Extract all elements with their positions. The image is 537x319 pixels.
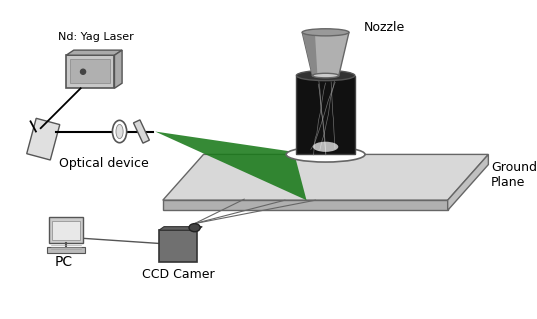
Text: PC: PC	[55, 255, 72, 269]
Text: Nd: Yag Laser: Nd: Yag Laser	[57, 33, 133, 42]
Ellipse shape	[296, 70, 355, 81]
Polygon shape	[163, 154, 488, 200]
Text: Optical device: Optical device	[60, 157, 149, 170]
Polygon shape	[302, 32, 317, 76]
Ellipse shape	[302, 29, 349, 36]
Polygon shape	[302, 32, 349, 76]
Polygon shape	[134, 120, 149, 143]
FancyBboxPatch shape	[49, 217, 83, 243]
Polygon shape	[27, 118, 60, 160]
Polygon shape	[448, 154, 488, 210]
Ellipse shape	[112, 120, 127, 143]
Polygon shape	[163, 200, 448, 210]
Ellipse shape	[313, 73, 339, 78]
Text: Nozzle: Nozzle	[364, 21, 405, 34]
FancyBboxPatch shape	[70, 59, 111, 83]
FancyBboxPatch shape	[53, 220, 80, 240]
FancyBboxPatch shape	[159, 230, 197, 262]
Text: CCD Camer: CCD Camer	[142, 268, 214, 281]
Bar	[296, 76, 355, 154]
Polygon shape	[159, 227, 202, 230]
Ellipse shape	[116, 124, 123, 139]
Polygon shape	[155, 131, 307, 200]
Ellipse shape	[286, 147, 365, 162]
Ellipse shape	[189, 224, 200, 232]
FancyBboxPatch shape	[66, 55, 114, 88]
Circle shape	[81, 69, 85, 74]
Ellipse shape	[313, 142, 338, 152]
FancyBboxPatch shape	[47, 247, 85, 253]
Text: Ground
Plane: Ground Plane	[491, 161, 537, 189]
Polygon shape	[66, 50, 122, 55]
Polygon shape	[114, 50, 122, 88]
